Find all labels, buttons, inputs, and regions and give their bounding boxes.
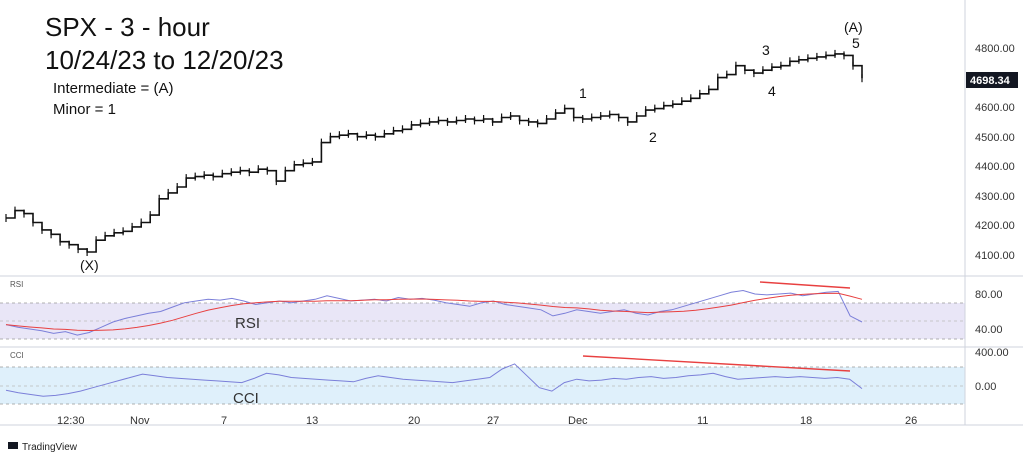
wave-label-2: 2 (649, 129, 657, 145)
time-tick: 7 (221, 415, 227, 427)
price-tick: 4100.00 (975, 250, 1015, 262)
rsi-line (5, 289, 863, 336)
time-tick: 20 (408, 415, 420, 427)
time-tick: 18 (800, 415, 812, 427)
cci-band (0, 367, 965, 404)
last-price-label: 4698.34 (970, 75, 1011, 87)
price-tick: 4200.00 (975, 220, 1015, 232)
tradingview-label: TradingView (22, 442, 78, 453)
chart-title: SPX - 3 - hour (45, 12, 210, 42)
price-tick: 4600.00 (975, 102, 1015, 114)
time-tick: 26 (905, 415, 917, 427)
time-axis: 12:30 Nov 7 13 20 27 Dec 11 18 26 (57, 415, 917, 427)
price-panel (0, 0, 965, 275)
wave-label-1: 1 (579, 85, 587, 101)
wave-label-4: 4 (768, 83, 776, 99)
rsi-label: RSI (235, 315, 260, 332)
cci-panel-tag: CCI (10, 351, 24, 360)
rsi-tick: 40.00 (975, 324, 1003, 336)
cci-panel: CCI CCI (0, 346, 1023, 407)
rsi-series (5, 289, 863, 336)
price-series (5, 49, 863, 256)
cci-series (5, 363, 863, 397)
rsi-ma-line (5, 292, 863, 332)
tradingview-logo[interactable]: TradingView (8, 442, 78, 453)
rsi-panel: RSI RSI (0, 275, 1023, 340)
price-tick: 4300.00 (975, 191, 1015, 203)
time-tick: Nov (130, 415, 150, 427)
intermediate-label: Intermediate = (A) (53, 80, 173, 97)
cci-tick: 400.00 (975, 347, 1009, 359)
rsi-divergence-line (759, 281, 851, 289)
cci-label: CCI (233, 390, 259, 407)
time-tick: 12:30 (57, 415, 85, 427)
chart-subtitle: 10/24/23 to 12/20/23 (45, 45, 284, 75)
rsi-panel-tag: RSI (10, 280, 23, 289)
time-tick: Dec (568, 415, 588, 427)
cci-tick: 0.00 (975, 381, 996, 393)
time-tick: 13 (306, 415, 318, 427)
wave-label-3: 3 (762, 42, 770, 58)
time-tick: 11 (697, 415, 708, 427)
wave-label-5: 5 (852, 35, 860, 51)
price-tick: 4800.00 (975, 43, 1015, 55)
cci-divergence-line (582, 355, 851, 372)
last-price-badge: 4698.34 (966, 72, 1018, 88)
cci-line (5, 363, 863, 397)
wave-label-a: (A) (844, 19, 863, 35)
price-tick: 4500.00 (975, 132, 1015, 144)
price-line (6, 53, 863, 253)
rsi-tick: 80.00 (975, 289, 1003, 301)
price-tick: 4400.00 (975, 161, 1015, 173)
tradingview-logo-icon (8, 442, 18, 449)
price-axis: 4100.00 4200.00 4300.00 4400.00 4500.00 … (975, 43, 1015, 262)
wave-label-x: (X) (80, 257, 99, 273)
minor-label: Minor = 1 (53, 101, 116, 118)
time-tick: 27 (487, 415, 499, 427)
